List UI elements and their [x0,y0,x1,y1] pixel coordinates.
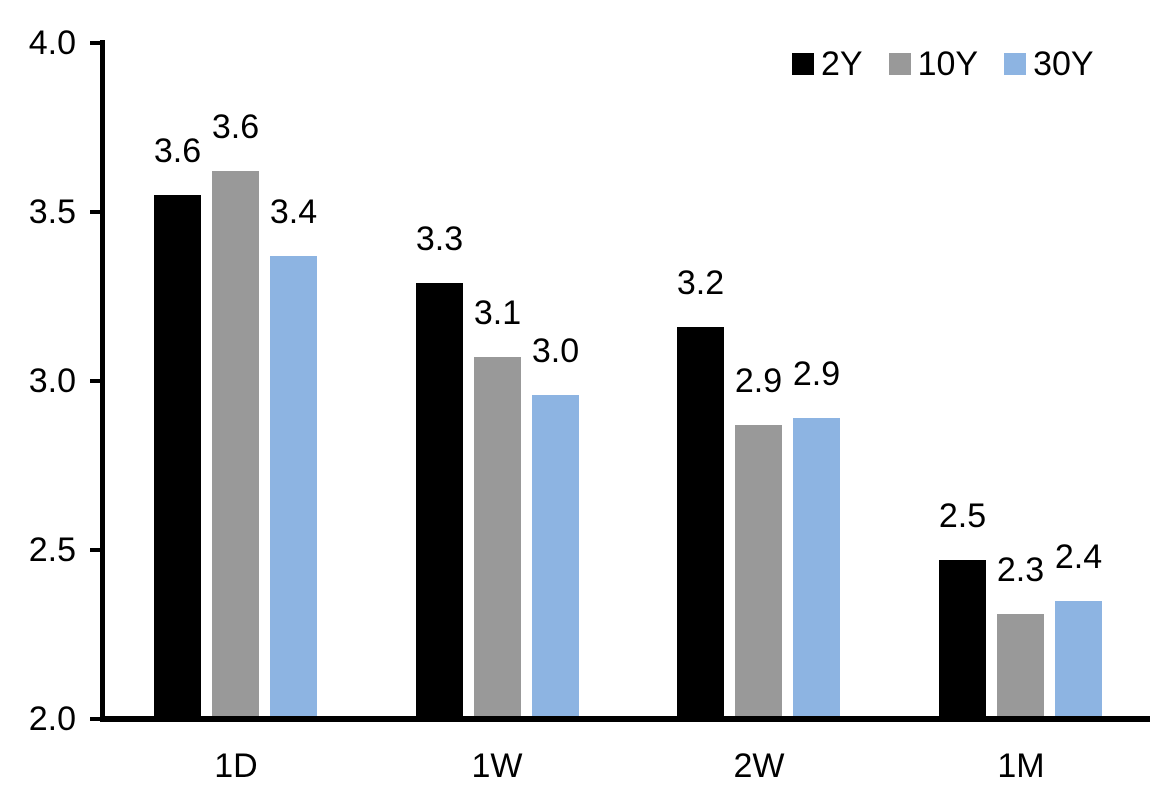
bar-value-label-30Y-1W: 3.0 [531,332,580,370]
bar-10Y-1W [474,357,521,721]
y-axis-tick [90,41,100,45]
bar-30Y-1D [270,256,317,721]
bar-value-label-2Y-1W: 3.3 [415,220,464,258]
legend-swatch-10Y [888,53,911,75]
bar-10Y-1M [997,614,1044,721]
bar-2Y-1M [939,560,986,721]
bar-value-label-30Y-1M: 2.4 [1054,538,1103,576]
legend-label-10Y: 10Y [917,45,979,83]
bar-2Y-1D [154,195,201,721]
legend-swatch-2Y [792,53,814,75]
bar-value-label-2Y-1D: 3.6 [153,132,202,170]
y-axis-tick-label: 4.0 [28,24,76,62]
legend-item-30Y: 30Y [1004,44,1094,84]
bar-value-label-10Y-1M: 2.3 [996,551,1045,589]
bar-30Y-2W [793,418,840,721]
bar-value-label-10Y-2W: 2.9 [734,362,783,400]
bar-10Y-1D [212,171,259,721]
bar-value-label-2Y-1M: 2.5 [938,497,987,535]
y-axis-tick [90,548,100,552]
bar-value-label-30Y-1D: 3.4 [269,193,318,231]
bar-value-label-10Y-1W: 3.1 [473,294,522,332]
x-axis-category-label-1W: 1W [471,747,523,785]
y-axis-tick-label: 2.0 [28,700,76,738]
y-axis-tick [90,210,100,214]
bar-value-label-30Y-2W: 2.9 [792,355,841,393]
bar-2Y-1W [416,283,463,721]
y-axis-tick [90,717,100,721]
legend-item-10Y: 10Y [888,44,979,84]
legend-label-2Y: 2Y [821,45,863,83]
x-axis-category-label-1M: 1M [997,747,1045,785]
bar-value-label-2Y-2W: 3.2 [676,264,725,302]
legend-label-30Y: 30Y [1033,45,1094,83]
bar-value-label-10Y-1D: 3.6 [211,108,260,146]
y-axis-line [100,40,105,722]
bar-10Y-2W [735,425,782,721]
x-axis-category-label-2W: 2W [733,747,785,785]
bar-30Y-1M [1055,601,1102,721]
x-axis-category-label-1D: 1D [214,747,258,785]
chart-legend: 2Y 10Y 30Y [792,44,1094,84]
bar-2Y-2W [677,327,724,721]
y-axis-tick-label: 2.5 [28,531,76,569]
legend-item-2Y: 2Y [792,44,863,84]
legend-swatch-30Y [1004,53,1027,75]
y-axis-tick-label: 3.0 [28,362,76,400]
bar-30Y-1W [532,395,579,721]
x-axis-line [100,716,1150,722]
y-axis-tick-label: 3.5 [28,193,76,231]
y-axis-tick [90,379,100,383]
